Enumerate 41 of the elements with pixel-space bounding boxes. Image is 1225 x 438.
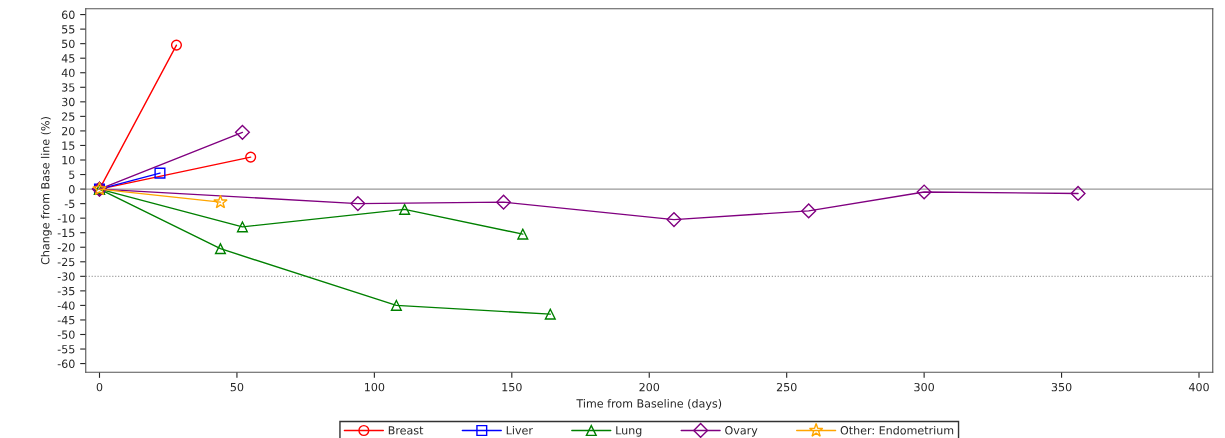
y-tick-label: -60 [57, 359, 75, 368]
y-tick-label: 50 [62, 39, 75, 49]
y-tick-label: 25 [62, 112, 75, 121]
y-tick-label: -5 [64, 199, 75, 208]
x-tick-label: 250 [776, 382, 797, 392]
x-tick-label: 0 [96, 382, 103, 392]
y-tick-label: 60 [61, 10, 75, 19]
y-tick-label: 40 [61, 68, 75, 78]
x-tick-label: 200 [639, 382, 660, 392]
legend-label: Other: Endometrium [840, 425, 954, 435]
y-tick-label: -45 [57, 316, 75, 325]
y-axis-title: Change from Base line (%) [40, 117, 52, 265]
y-tick-label: -55 [57, 345, 75, 354]
y-tick-label: -50 [57, 330, 75, 339]
y-tick-label: 15 [62, 141, 75, 150]
x-tick-label: 350 [1051, 382, 1072, 392]
y-tick-label: -35 [57, 286, 75, 296]
x-tick-label: 300 [914, 382, 934, 392]
legend-label: Ovary [725, 426, 758, 437]
legend-label: Liver [506, 425, 533, 435]
y-tick-label: -15 [57, 228, 75, 238]
y-tick-label: 20 [62, 126, 75, 136]
y-tick-label: 30 [62, 97, 75, 107]
x-tick-label: 400 [1188, 382, 1209, 392]
y-tick-label: 35 [62, 83, 75, 92]
y-tick-label: -20 [57, 243, 75, 252]
y-tick-label: 0 [69, 185, 75, 194]
legend-label: Breast [388, 426, 424, 435]
y-tick-label: 45 [61, 54, 75, 63]
legend-label: Lung [616, 426, 642, 437]
x-tick-label: 100 [364, 382, 385, 392]
x-axis-title: Time from Baseline (days) [576, 399, 722, 410]
y-tick-label: 5 [69, 170, 75, 179]
y-tick-label: -30 [57, 272, 75, 281]
y-tick-label: -10 [57, 214, 75, 223]
y-tick-label: -40 [57, 301, 75, 310]
x-tick-label: 50 [230, 382, 244, 392]
y-tick-label: 55 [62, 25, 75, 34]
y-tick-label: -25 [57, 257, 75, 267]
y-tick-label: 10 [62, 155, 75, 165]
x-tick-label: 150 [502, 382, 522, 392]
